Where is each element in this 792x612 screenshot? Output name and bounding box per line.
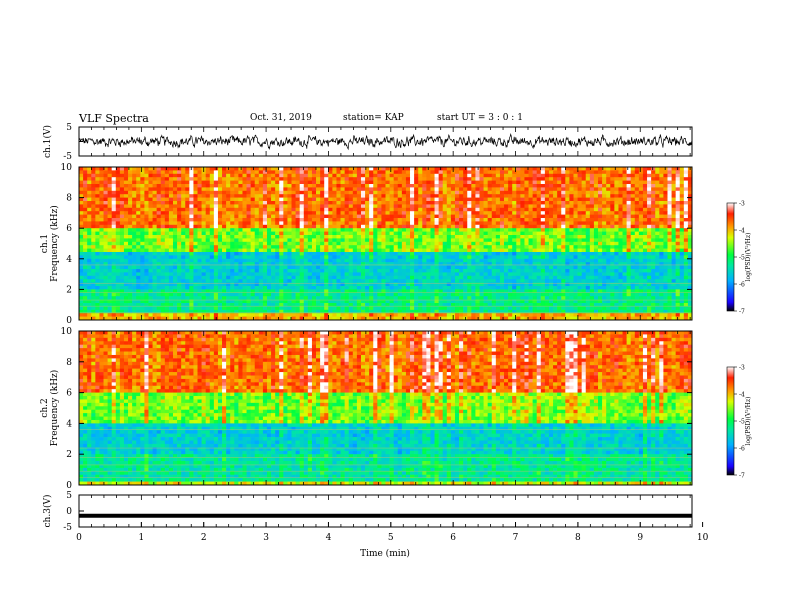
ch1-spectrogram-ylabel: ch.1 bbox=[40, 234, 50, 253]
ch2-colorbar-tick--4: -4 bbox=[739, 392, 745, 399]
ch1-spectrogram-panel: 0 2 4 6 8 10 ch.1 Frequency (kHz) bbox=[40, 163, 693, 326]
time-tick-4: 4 bbox=[326, 533, 332, 543]
time-tick-6: 6 bbox=[450, 533, 456, 543]
ch1-colorbar-bar bbox=[726, 202, 735, 312]
time-tick-8: 8 bbox=[575, 533, 581, 543]
ch3-waveform-frame bbox=[78, 494, 693, 528]
time-tick-10: 10 bbox=[697, 533, 709, 543]
ch2-spectrogram-ylabel: ch.2 bbox=[40, 398, 50, 417]
time-tick-2: 2 bbox=[201, 533, 207, 543]
ch1-spectrogram-ytick-2: 2 bbox=[66, 285, 72, 295]
ch1-spectrogram-ylabel2: Frequency (kHz) bbox=[49, 205, 60, 282]
ch2-spectrogram-ytick-2: 2 bbox=[66, 450, 72, 460]
time-tick-1: 1 bbox=[138, 533, 144, 543]
ch3-ytick--5: -5 bbox=[63, 523, 72, 533]
time-tick-0: 0 bbox=[76, 533, 82, 543]
ch2-colorbar-tick--5: -5 bbox=[739, 419, 745, 426]
ch3-ytick-5: 5 bbox=[66, 491, 72, 501]
ch1-colorbar-tick--3: -3 bbox=[739, 201, 745, 208]
ch2-colorbar-tick--6: -6 bbox=[739, 446, 745, 453]
ch2-spectrogram-frame bbox=[78, 330, 693, 486]
ch3-ytick-0: 0 bbox=[66, 507, 72, 517]
ch1-spectrogram-ytick-10: 10 bbox=[61, 163, 73, 173]
ch2-spectrogram-cells bbox=[79, 331, 692, 485]
ch1-ytick-neg5: -5 bbox=[63, 152, 72, 162]
ch2-spectrogram-ytick-0: 0 bbox=[66, 481, 72, 491]
ch2-spectrogram-ytick-10: 10 bbox=[61, 327, 73, 337]
time-axis-label: Time (min) bbox=[360, 548, 410, 559]
time-tick-7: 7 bbox=[513, 533, 519, 543]
ch1-spectrogram-ytick-8: 8 bbox=[66, 194, 72, 204]
ch1-spectrogram-ytick-6: 6 bbox=[66, 224, 72, 234]
ch3-waveform-ylabel: ch.3(V) bbox=[42, 495, 53, 528]
ch1-ytick-5: 5 bbox=[66, 123, 72, 133]
chart-title: VLF Spectra bbox=[79, 112, 149, 125]
ch1-waveform-panel: 5 -5 ch.1(V) bbox=[42, 123, 693, 162]
ch1-waveform-line bbox=[79, 133, 692, 151]
ch3-waveform-panel: 5 0 -5 ch.3(V) bbox=[42, 491, 693, 533]
start-time-label: start UT = 3 : 0 : 1 bbox=[437, 113, 523, 123]
ch2-spectrogram-ylabel2: Frequency (kHz) bbox=[49, 370, 60, 447]
time-tick-5: 5 bbox=[388, 533, 394, 543]
ch2-colorbar-tick--3: -3 bbox=[739, 365, 745, 372]
ch1-waveform-ylabel: ch.1(V) bbox=[42, 125, 53, 158]
date-label: Oct. 31, 2019 bbox=[250, 113, 312, 123]
ch1-spectrogram-ytick-4: 4 bbox=[66, 255, 72, 265]
station-label: station= KAP bbox=[343, 113, 404, 123]
ch2-spectrogram-ytick-8: 8 bbox=[66, 358, 72, 368]
time-tick-3: 3 bbox=[263, 533, 269, 543]
ch2-spectrogram-ytick-6: 6 bbox=[66, 389, 72, 399]
time-tick-9: 9 bbox=[637, 533, 643, 543]
ch1-colorbar-tick--7: -7 bbox=[739, 309, 745, 316]
ch1-colorbar: -3 -4 -5 -6 -7 log(PSD)(V²/Hz) bbox=[726, 201, 752, 316]
ch2-colorbar-bar bbox=[726, 366, 735, 476]
ch2-spectrogram-panel: 0 2 4 6 8 10 ch.2 Frequency (kHz) bbox=[40, 327, 693, 491]
ch1-spectrogram-ytick-0: 0 bbox=[66, 316, 72, 326]
ch1-spectrogram-cells bbox=[79, 167, 692, 320]
time-axis: 0 1 2 3 4 5 6 7 8 9 10 Time (min) bbox=[76, 522, 709, 559]
ch2-colorbar: -3 -4 -5 -6 -7 log(PSD)(V²/Hz) bbox=[726, 365, 752, 480]
ch2-colorbar-label: log(PSD)(V²/Hz) bbox=[745, 397, 752, 446]
ch1-colorbar-tick--4: -4 bbox=[739, 228, 745, 235]
ch1-colorbar-tick--6: -6 bbox=[739, 282, 745, 289]
ch1-colorbar-label: log(PSD)(V²/Hz) bbox=[745, 233, 752, 282]
ch1-spectrogram-frame bbox=[78, 166, 693, 321]
ch2-spectrogram-ytick-4: 4 bbox=[66, 419, 72, 429]
ch2-colorbar-tick--7: -7 bbox=[739, 473, 745, 480]
ch1-colorbar-tick--5: -5 bbox=[739, 255, 745, 262]
